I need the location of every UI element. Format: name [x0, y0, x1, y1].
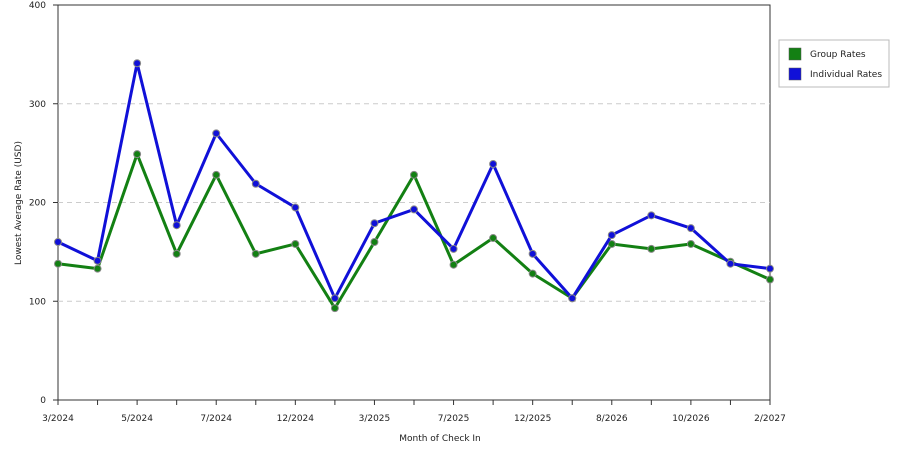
- y-tick-label: 400: [29, 1, 46, 11]
- x-tick-label: 2/2027: [754, 414, 786, 424]
- point: [766, 264, 774, 273]
- point: [133, 59, 142, 68]
- legend-label: Individual Rates: [810, 70, 882, 80]
- point: [54, 259, 62, 268]
- x-axis-label: Month of Check In: [399, 434, 481, 444]
- y-tick-label: 100: [29, 297, 46, 307]
- point: [528, 269, 537, 278]
- x-tick-label: 10/2026: [672, 414, 710, 424]
- point: [647, 211, 656, 220]
- point: [212, 170, 221, 179]
- point: [766, 275, 774, 284]
- y-tick-label: 200: [29, 199, 46, 209]
- point: [330, 304, 339, 313]
- point: [291, 239, 300, 248]
- y-tick-label: 300: [29, 100, 46, 110]
- x-tick-label: 12/2024: [277, 414, 315, 424]
- point: [133, 150, 142, 159]
- point: [568, 294, 577, 303]
- point: [172, 249, 181, 258]
- point: [607, 239, 616, 248]
- legend-label: Group Rates: [810, 50, 866, 60]
- point: [449, 260, 458, 269]
- point: [330, 294, 339, 303]
- x-tick-label: 7/2024: [200, 414, 232, 424]
- point: [647, 244, 656, 253]
- x-tick-label: 5/2024: [121, 414, 153, 424]
- point: [251, 179, 260, 188]
- point: [686, 239, 695, 248]
- point: [410, 170, 418, 179]
- x-tick-label: 12/2025: [514, 414, 551, 424]
- legend-swatch: [788, 67, 802, 81]
- point: [449, 244, 458, 253]
- point: [93, 264, 102, 273]
- x-tick-label: 7/2025: [438, 414, 470, 424]
- point: [607, 231, 616, 240]
- point: [251, 249, 260, 258]
- point: [489, 159, 498, 168]
- point: [93, 256, 102, 265]
- point: [410, 205, 418, 214]
- point: [370, 238, 379, 246]
- point: [686, 224, 695, 233]
- point: [212, 129, 221, 138]
- point: [726, 259, 735, 268]
- point: [370, 219, 379, 228]
- point: [54, 238, 62, 246]
- legend-swatch: [788, 47, 802, 61]
- x-tick-label: 3/2025: [359, 414, 391, 424]
- y-axis-label: Lowest Average Rate (USD): [14, 141, 24, 265]
- point: [172, 221, 181, 230]
- point: [528, 249, 537, 258]
- point: [489, 234, 498, 243]
- x-tick-label: 3/2024: [42, 414, 74, 424]
- y-tick-label: 0: [40, 396, 46, 406]
- point: [291, 203, 300, 212]
- x-tick-label: 8/2026: [596, 414, 628, 424]
